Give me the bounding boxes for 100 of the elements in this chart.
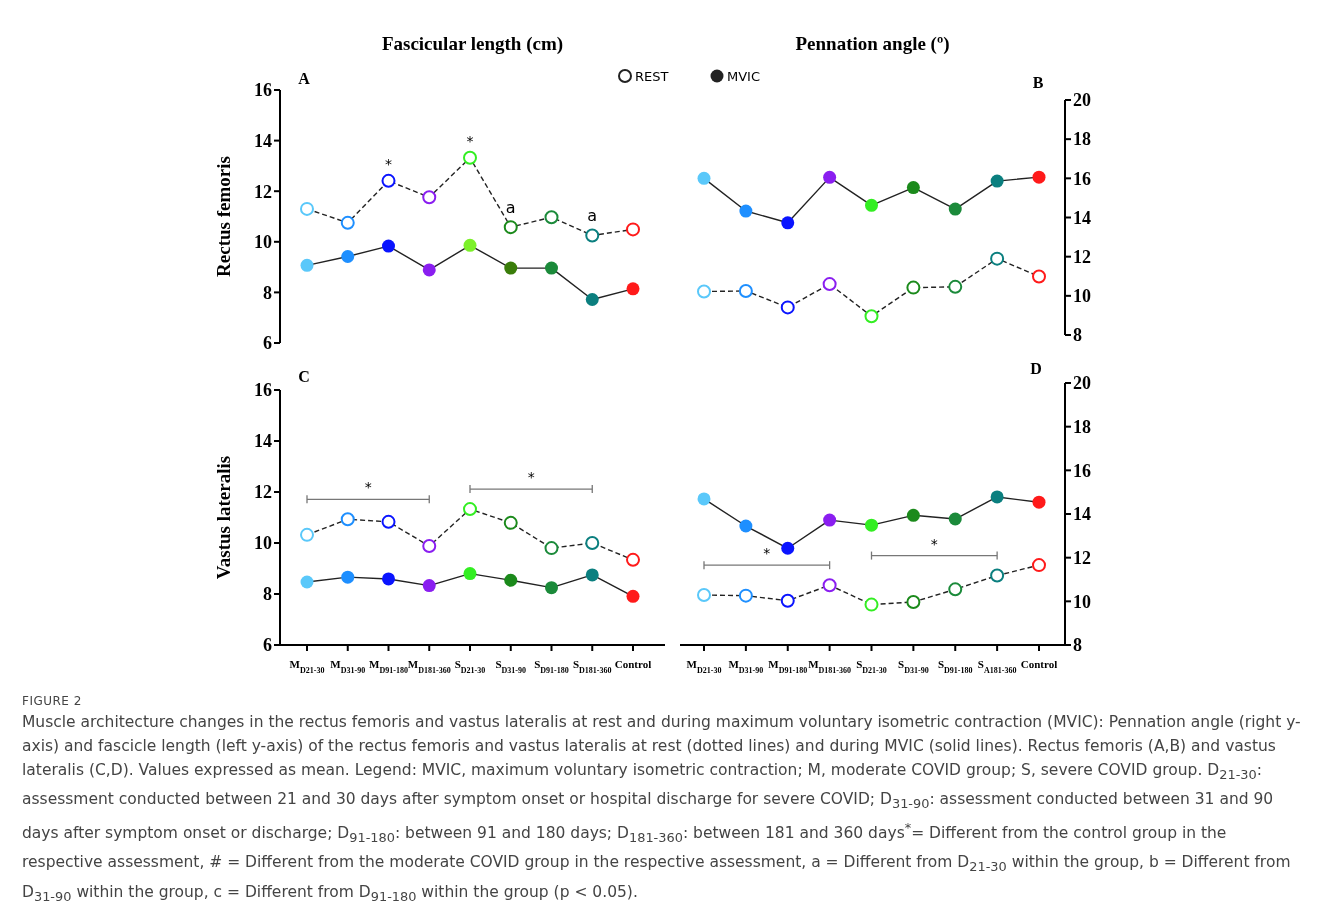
point bbox=[463, 238, 477, 252]
point bbox=[864, 309, 879, 324]
annotation: a bbox=[587, 206, 598, 226]
annotation: * bbox=[385, 155, 392, 172]
point bbox=[341, 570, 355, 584]
y-tick-label: 10 bbox=[254, 533, 272, 554]
point bbox=[463, 567, 477, 581]
y2-tick-label: 10 bbox=[1073, 286, 1091, 307]
x-tick-label: S$_{D31-90}$ bbox=[495, 658, 527, 675]
point bbox=[545, 581, 558, 595]
y-tick-label: 6 bbox=[263, 333, 272, 354]
point bbox=[780, 593, 795, 608]
point bbox=[585, 536, 600, 550]
point bbox=[300, 201, 314, 216]
point bbox=[626, 282, 640, 296]
point bbox=[865, 198, 878, 212]
point bbox=[739, 519, 753, 533]
point bbox=[626, 222, 640, 237]
point bbox=[503, 220, 518, 235]
point bbox=[739, 204, 753, 218]
x-tick-label: M$_{D91-180}$ bbox=[768, 658, 808, 675]
point bbox=[340, 512, 355, 527]
chart-title: Fascicular length (cm) bbox=[381, 33, 564, 55]
y-tick-label: 16 bbox=[254, 80, 272, 101]
y2-tick-label: 12 bbox=[1073, 246, 1091, 267]
annotation: * bbox=[364, 479, 372, 496]
point bbox=[626, 552, 640, 567]
legend-label: MVIC bbox=[727, 68, 761, 84]
x-tick-label: S$_{D91-180}$ bbox=[937, 658, 973, 675]
point bbox=[422, 263, 436, 277]
point bbox=[990, 174, 1004, 188]
point bbox=[300, 527, 314, 542]
point bbox=[865, 518, 878, 532]
x-tick-label: S$_{D21-30}$ bbox=[454, 658, 486, 675]
point bbox=[300, 258, 314, 272]
point bbox=[381, 173, 396, 188]
annotation: * bbox=[527, 469, 535, 486]
point bbox=[823, 170, 837, 184]
point bbox=[504, 573, 518, 587]
y-axis-title: Rectus femoris bbox=[213, 156, 234, 277]
text: B bbox=[1032, 74, 1044, 91]
point bbox=[990, 490, 1004, 504]
y2-tick-label: 16 bbox=[1073, 460, 1091, 481]
x-tick-label: S$_{D31-90}$ bbox=[898, 658, 929, 675]
point bbox=[381, 514, 396, 529]
point bbox=[1032, 558, 1046, 573]
point bbox=[948, 279, 963, 294]
point bbox=[780, 300, 795, 315]
y-axis-title: Vastus lateralis bbox=[213, 455, 234, 580]
point bbox=[948, 512, 962, 526]
point bbox=[585, 228, 600, 243]
x-tick-label: M$_{D91-180}$ bbox=[369, 658, 408, 675]
y-tick-label: 16 bbox=[254, 380, 272, 401]
y2-tick-label: 8 bbox=[1073, 325, 1082, 346]
x-tick-label: M$_{D21-30}$ bbox=[686, 658, 722, 675]
point bbox=[340, 215, 355, 230]
point bbox=[990, 568, 1005, 583]
point bbox=[1032, 269, 1046, 284]
x-tick-label: M$_{D181-360}$ bbox=[407, 658, 451, 675]
point bbox=[422, 579, 436, 593]
point bbox=[738, 588, 753, 603]
point bbox=[503, 515, 518, 530]
point bbox=[906, 280, 921, 295]
point bbox=[1032, 170, 1046, 184]
y-tick-label: 14 bbox=[254, 130, 272, 151]
x-tick-label: Control bbox=[614, 658, 652, 670]
point bbox=[781, 216, 795, 230]
y2-tick-label: 20 bbox=[1073, 90, 1091, 111]
point bbox=[544, 210, 559, 225]
caption: FIGURE 2 bbox=[22, 693, 83, 710]
point bbox=[697, 492, 711, 506]
x-tick-label: M$_{D21-30}$ bbox=[289, 658, 325, 675]
x-tick-label: M$_{D31-90}$ bbox=[330, 658, 366, 675]
point bbox=[948, 582, 963, 597]
point bbox=[697, 588, 711, 602]
x-tick-label: S$_{D91-180}$ bbox=[534, 658, 569, 675]
point bbox=[822, 578, 837, 593]
y2-tick-label: 20 bbox=[1073, 373, 1091, 394]
y-tick-label: 12 bbox=[254, 482, 272, 503]
y2-tick-label: 18 bbox=[1073, 129, 1091, 150]
y-tick-label: 14 bbox=[254, 431, 272, 452]
point bbox=[544, 541, 559, 556]
annotation: * bbox=[763, 545, 771, 562]
point bbox=[504, 261, 518, 275]
point bbox=[585, 292, 599, 306]
point bbox=[906, 508, 920, 522]
chart-title: Pennation angle (º) bbox=[795, 33, 950, 55]
x-tick-label: Control bbox=[1020, 658, 1058, 670]
point bbox=[422, 539, 437, 554]
text: D bbox=[1030, 360, 1042, 377]
point bbox=[626, 589, 640, 603]
point bbox=[463, 150, 477, 165]
point bbox=[990, 251, 1005, 266]
x-tick-label: S$_{D181-360}$ bbox=[572, 658, 612, 675]
point bbox=[781, 541, 795, 555]
point bbox=[906, 594, 921, 609]
y2-tick-label: 10 bbox=[1073, 591, 1091, 612]
y-tick-label: 8 bbox=[263, 584, 272, 605]
point bbox=[697, 171, 711, 185]
point bbox=[738, 283, 753, 298]
